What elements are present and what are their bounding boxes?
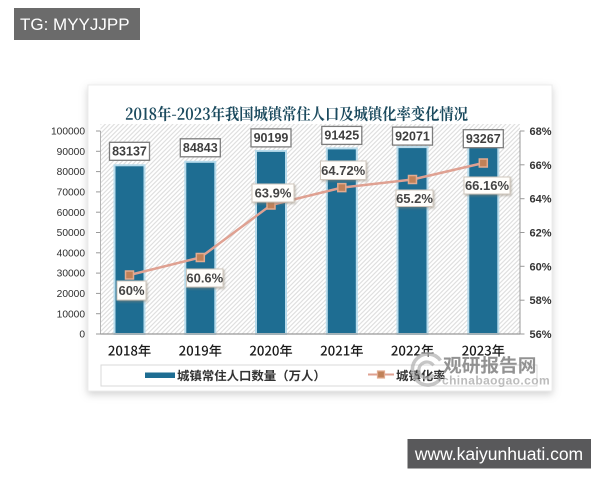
svg-text:TG: MYYJJPP: TG: MYYJJPP <box>20 15 130 34</box>
svg-text:64.72%: 64.72% <box>321 163 366 178</box>
svg-text:80000: 80000 <box>57 167 86 178</box>
svg-text:65.2%: 65.2% <box>396 191 433 206</box>
svg-text:68%: 68% <box>530 126 552 138</box>
svg-text:90000: 90000 <box>57 147 86 158</box>
svg-text:60000: 60000 <box>57 208 86 219</box>
svg-text:93267: 93267 <box>466 132 501 146</box>
svg-text:0: 0 <box>79 330 85 341</box>
svg-text:40000: 40000 <box>57 248 86 259</box>
svg-text:60%: 60% <box>530 261 552 273</box>
svg-text:www.kaiyunhuati.com: www.kaiyunhuati.com <box>414 444 583 464</box>
svg-text:10000: 10000 <box>57 309 86 320</box>
svg-text:91425: 91425 <box>324 129 359 143</box>
svg-text:63.9%: 63.9% <box>255 186 292 201</box>
svg-text:chinabaogao.com: chinabaogao.com <box>442 374 550 388</box>
svg-text:50000: 50000 <box>57 228 86 239</box>
svg-text:60%: 60% <box>118 283 144 298</box>
svg-text:92071: 92071 <box>395 129 430 143</box>
svg-text:90199: 90199 <box>254 131 289 145</box>
svg-text:100000: 100000 <box>51 127 85 138</box>
svg-text:30000: 30000 <box>57 269 86 280</box>
svg-text:83137: 83137 <box>112 145 147 159</box>
svg-text:70000: 70000 <box>57 188 86 199</box>
svg-text:56%: 56% <box>530 329 552 341</box>
svg-text:58%: 58% <box>530 295 552 307</box>
svg-text:84843: 84843 <box>183 141 218 155</box>
svg-text:60.6%: 60.6% <box>186 271 223 286</box>
svg-text:66%: 66% <box>530 160 552 172</box>
svg-text:20000: 20000 <box>57 289 86 300</box>
svg-text:62%: 62% <box>530 228 552 240</box>
svg-text:66.16%: 66.16% <box>465 178 510 193</box>
svg-text:64%: 64% <box>530 194 552 206</box>
